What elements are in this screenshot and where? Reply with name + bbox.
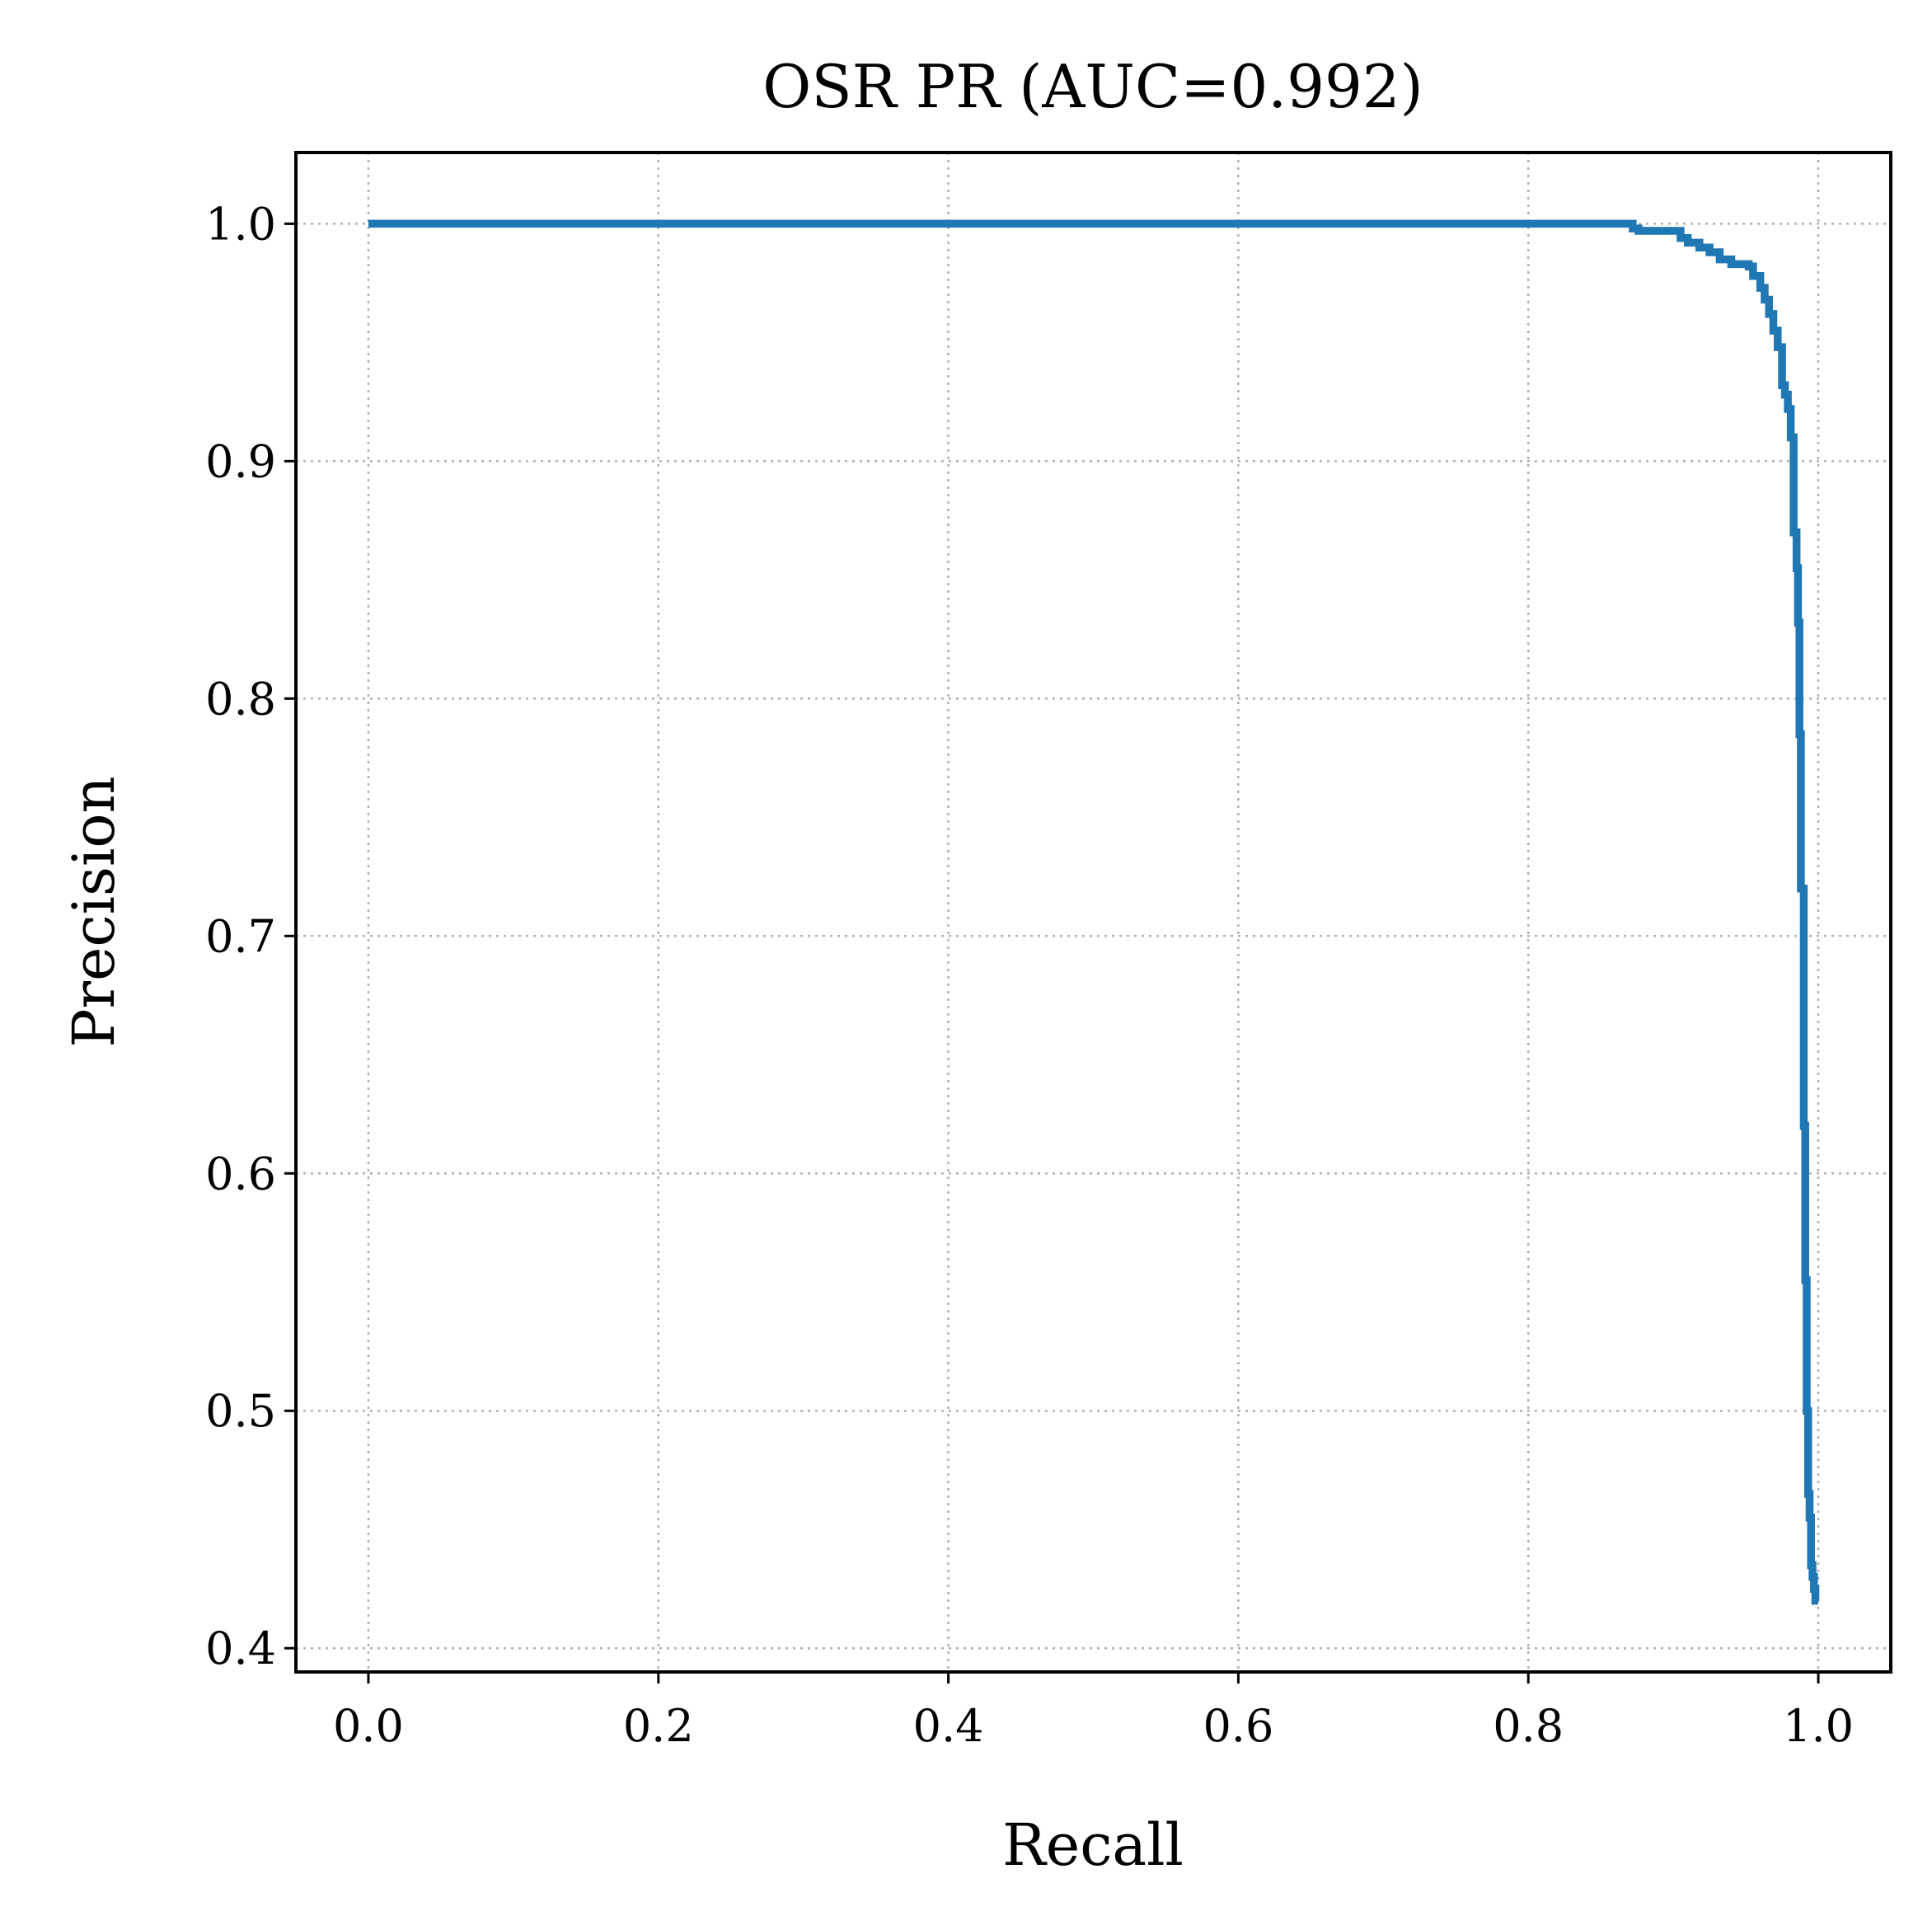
y-tick-label: 1.0 xyxy=(205,198,276,250)
y-axis-label: Precision xyxy=(60,776,128,1047)
y-tick-label: 0.8 xyxy=(205,673,276,725)
y-axis: 0.4 0.5 0.6 0.7 0.8 0.9 1.0 xyxy=(205,198,296,1674)
pr-curve-line xyxy=(368,219,1820,1605)
x-tick-label: 1.0 xyxy=(1783,1700,1854,1752)
y-tick-label: 0.7 xyxy=(205,910,276,962)
x-tick-label: 0.8 xyxy=(1493,1700,1564,1752)
series-layer xyxy=(368,219,1820,1605)
x-tick-label: 0.4 xyxy=(913,1700,984,1752)
y-tick-label: 0.5 xyxy=(205,1385,276,1437)
x-axis: 0.0 0.2 0.4 0.6 0.8 1.0 xyxy=(333,1672,1854,1752)
y-tick-label: 0.9 xyxy=(205,435,276,487)
x-tick-label: 0.2 xyxy=(623,1700,694,1752)
y-tick-label: 0.6 xyxy=(205,1148,276,1200)
chart-title: OSR PR (AUC=0.992) xyxy=(762,52,1423,121)
x-tick-label: 0.0 xyxy=(333,1700,404,1752)
grid-layer xyxy=(296,153,1891,1672)
plot-frame xyxy=(294,151,1892,1674)
x-axis-label: Recall xyxy=(1002,1811,1184,1879)
x-tick-label: 0.6 xyxy=(1203,1700,1273,1752)
y-tick-label: 0.4 xyxy=(205,1622,276,1674)
